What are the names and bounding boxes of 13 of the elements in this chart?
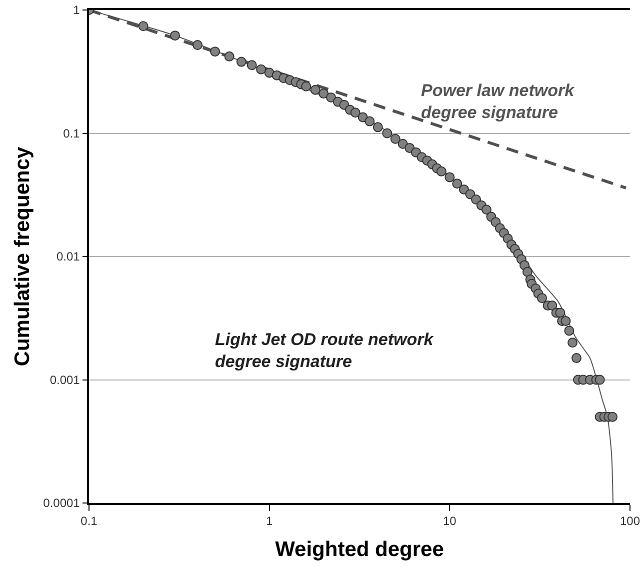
x-tick-label: 100	[620, 514, 640, 528]
x-tick-label: 0.1	[80, 514, 98, 528]
x-tick-label: 10	[442, 514, 457, 528]
x-tick-label: 1	[266, 514, 273, 528]
y-tick-label: 1	[73, 3, 80, 18]
y-tick-label: 0.0001	[43, 496, 80, 510]
annotation: Power law network degree signature	[421, 81, 576, 122]
x-axis-title: Weighted degree	[275, 538, 444, 561]
y-axis-title: Cumulative frequency	[10, 146, 34, 366]
y-tick-label: 0.001	[50, 372, 80, 387]
annotation: Light Jet OD route network degree signature	[215, 330, 435, 372]
y-tick-label: 0.01	[56, 250, 80, 264]
y-tick-label: 0.1	[63, 126, 80, 140]
